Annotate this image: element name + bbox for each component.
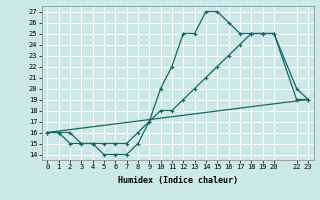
X-axis label: Humidex (Indice chaleur): Humidex (Indice chaleur): [118, 176, 237, 185]
